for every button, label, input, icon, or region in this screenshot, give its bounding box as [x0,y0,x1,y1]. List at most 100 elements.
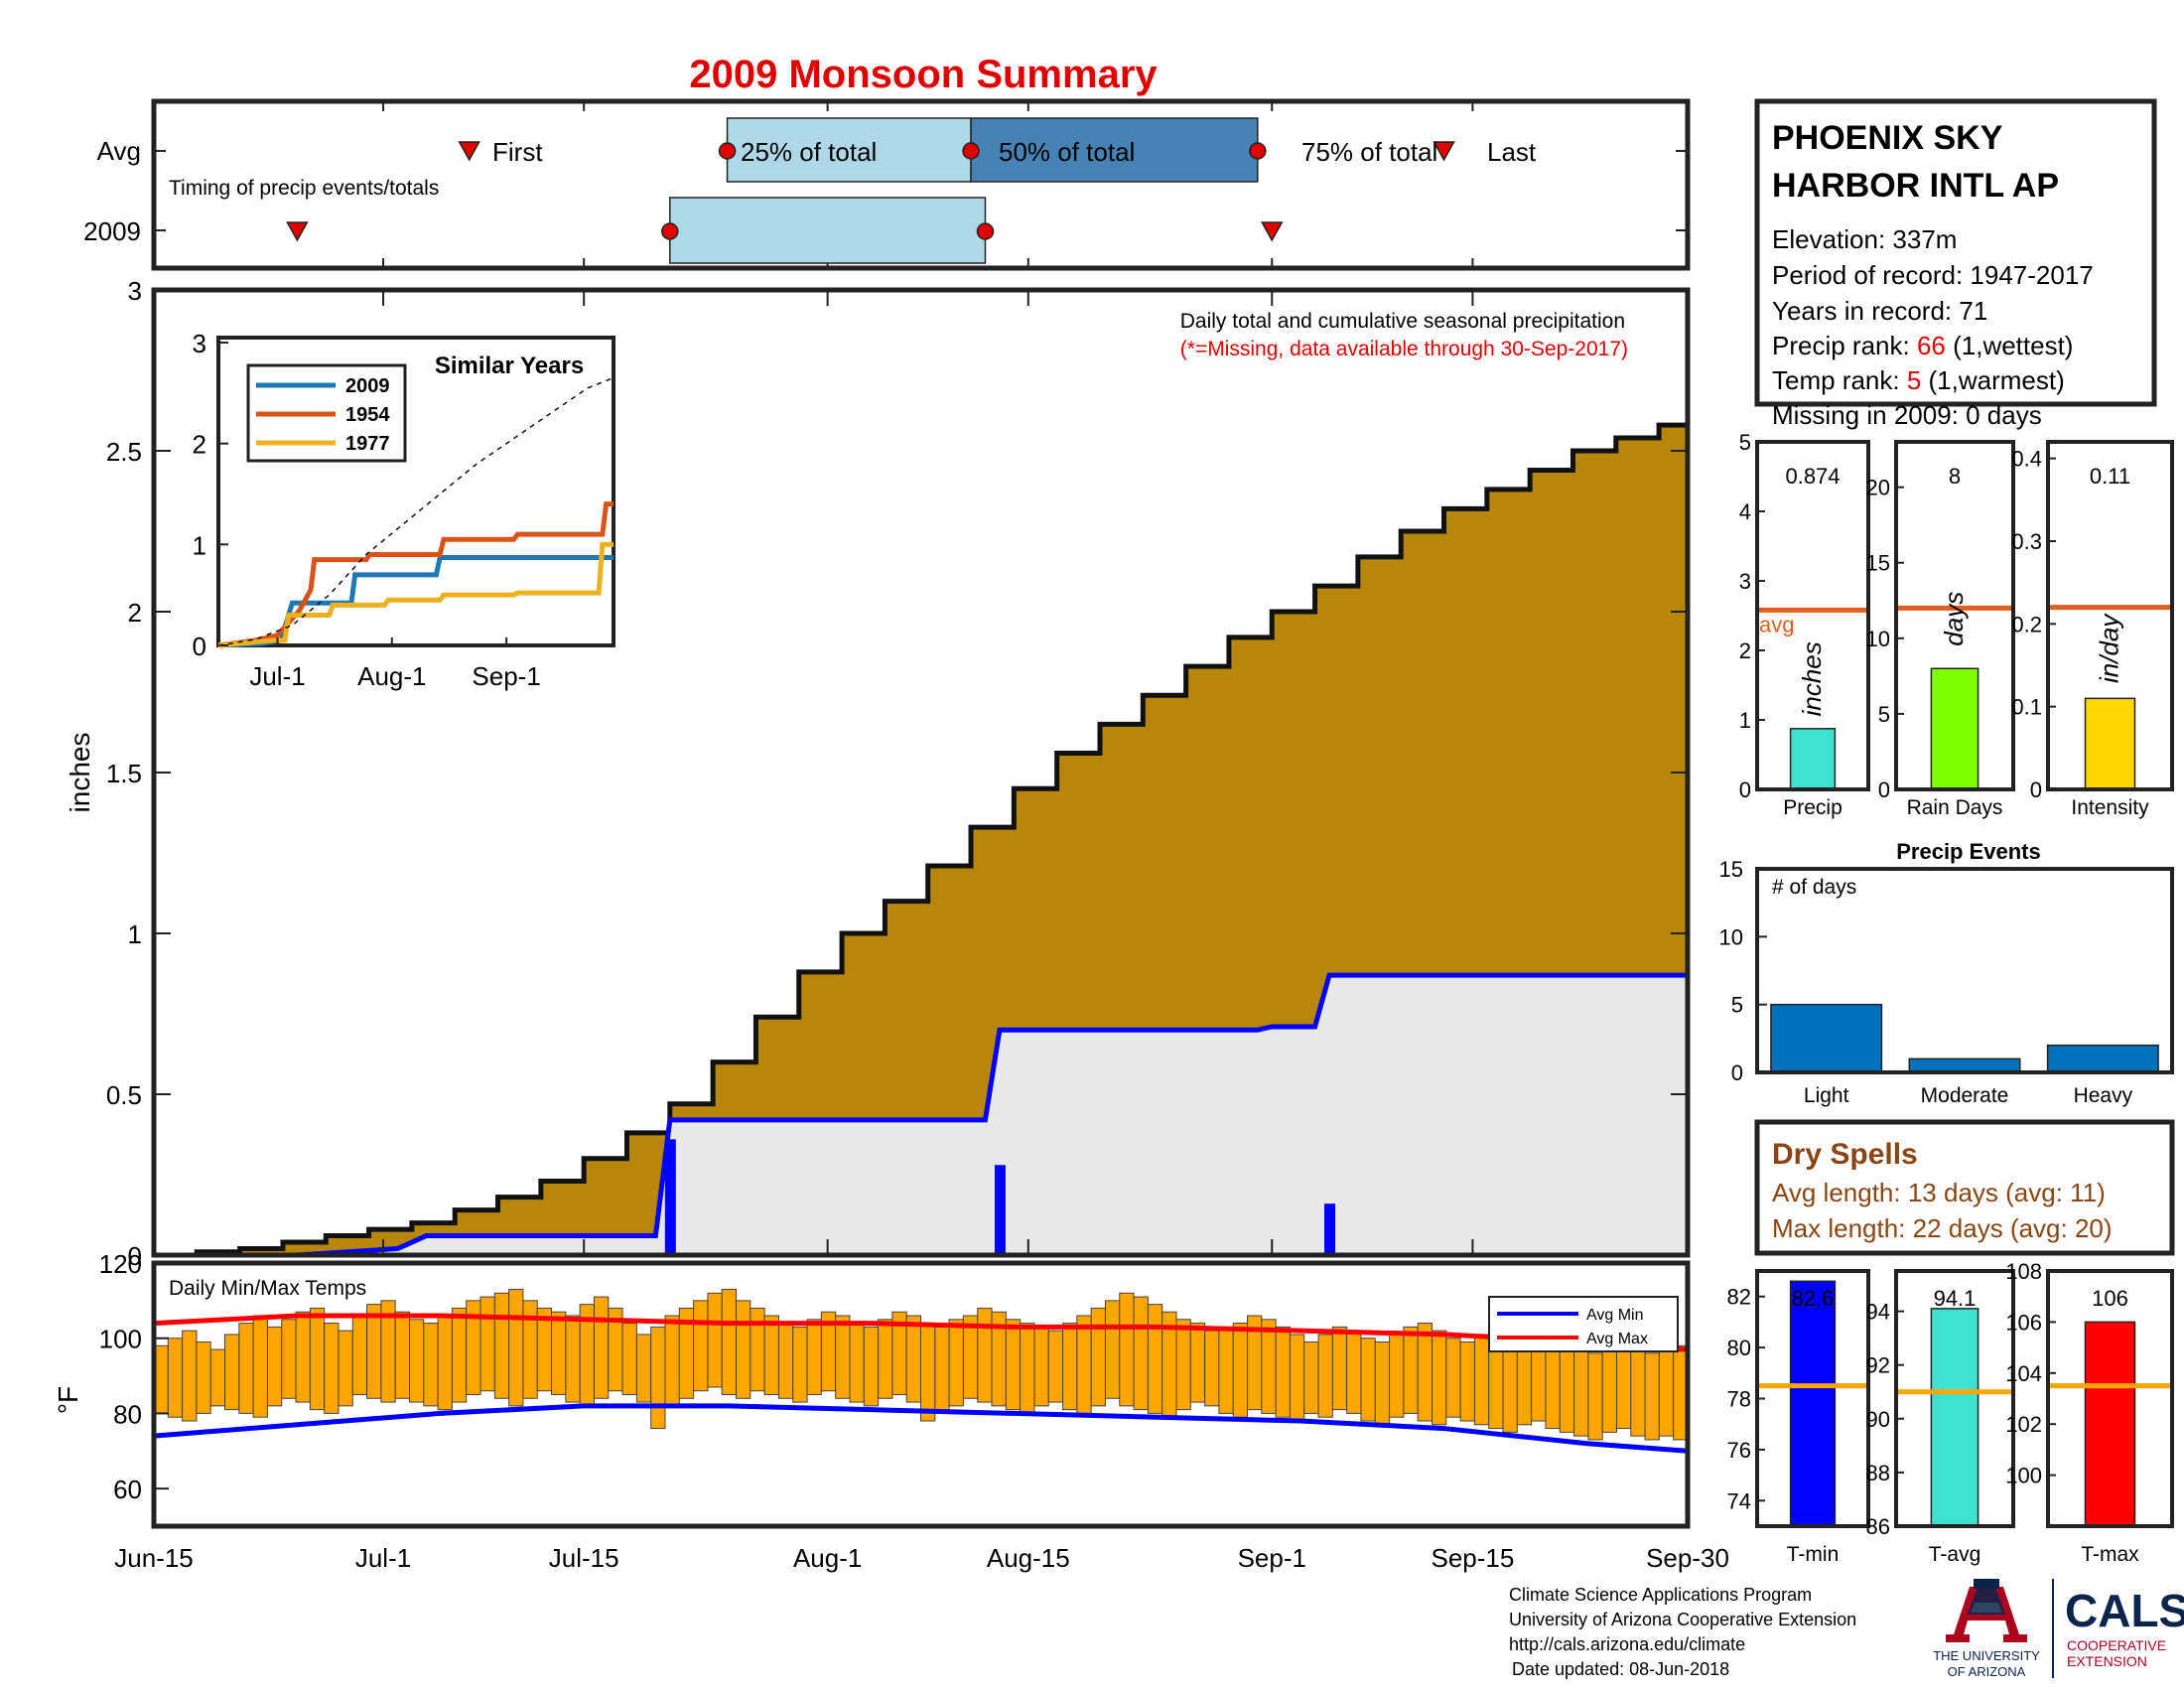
daily-temp-bar [1403,1326,1419,1414]
temp-stat-ytick-label: 80 [1727,1336,1751,1360]
temp-stat-ytick-label: 90 [1866,1407,1890,1432]
stat-label-2: Intensity [2071,796,2149,819]
daily-temp-bar [351,1315,368,1395]
temp-stat-ytick-label: 108 [2005,1259,2042,1284]
daily-temp-bar [1047,1330,1064,1403]
daily-temp-bar [1615,1341,1632,1430]
footer-credits: Climate Science Applications Program Uni… [1509,1585,1856,1679]
current-last-marker [1260,221,1284,242]
daily-temp-bar [522,1300,538,1399]
p25-label: 25% of total [741,137,877,167]
daily-temp-bar [1658,1348,1675,1437]
temp-stat-value-1: 94.1 [1934,1286,1977,1311]
daily-temp-bar [1587,1352,1603,1441]
daily-temp-bar [1090,1307,1106,1407]
temperature-stat-bars: 74 76 78 80 82 82.6 T-min 86 88 90 92 94 94.1 T-avg 10… [1727,1259,2174,1566]
avg-min-temp-line [153,1403,1689,1454]
ua-a-icon [1946,1579,2027,1642]
stat-ytick-label: 15 [1866,551,1890,576]
daily-temp-bar [750,1307,765,1392]
stat-ytick-label: 3 [1739,569,1751,594]
temp-stat-ytick-label: 78 [1727,1387,1751,1412]
stat-label-0: Precip [1783,796,1843,819]
inset-xtick-label: Aug-1 [357,661,426,691]
temp-ytick-label: 120 [99,1249,142,1279]
daily-temp-bar [437,1315,453,1411]
daily-temp-bar [1303,1341,1319,1414]
daily-temp-bar [763,1315,779,1395]
daily-temp-bar [394,1311,411,1399]
temp-stat-ytick-label: 94 [1866,1300,1890,1325]
temp-stat-label-0: T-min [1787,1543,1840,1566]
main-ytick-label: 2.5 [106,437,142,467]
events-ytick-label: 15 [1719,857,1743,882]
main-ylabel: inches [65,733,95,813]
daily-temp-bar [1076,1315,1092,1414]
daily-temp-bar [451,1307,468,1403]
temp-stat-frame [1755,1269,1870,1528]
main-precip-panel: 0 0.5 1 1.5 2 2.5 3 inches Daily total and cum… [65,276,1691,1271]
daily-temp-bar [1189,1323,1206,1403]
temp-ylabel: °F [53,1386,83,1414]
event-bar-heavy [2046,1044,2159,1073]
daily-temp-bar [1275,1326,1291,1418]
daily-temp-bar [409,1319,425,1403]
daily-precip-bar [994,1165,1006,1255]
daily-temp-bar [309,1307,326,1411]
footer-line4: Date updated: 08-Jun-2018 [1512,1659,1729,1679]
event-bar-light [1770,1003,1883,1073]
daily-temp-bar [792,1326,808,1403]
station-years: Years in record: 71 [1772,296,1987,326]
daily-temp-bar [1218,1326,1234,1414]
stat-ytick-label: 10 [1866,627,1890,651]
stat-label-1: Rain Days [1907,796,2003,819]
dry-spells-title: Dry Spells [1772,1138,1918,1171]
dry-spells-avg: Avg length: 13 days (avg: 11) [1772,1178,2106,1207]
temp-legend: Avg Min Avg Max [1488,1296,1679,1352]
stat-bar-0 [1789,728,1837,790]
stat-panel-frame [1894,440,2015,791]
date-tick-label: Aug-1 [793,1543,862,1573]
daily-temp-bar [635,1334,652,1403]
temp-stat-ytick-label: 100 [2005,1464,2042,1488]
main-ytick-label: 3 [128,276,142,306]
date-tick-label: Sep-1 [1238,1543,1306,1573]
ua-line2: OF ARIZONA [1948,1664,2026,1679]
temp-stat-ytick-label: 102 [2005,1412,2042,1437]
daily-temp-bar [1432,1330,1447,1426]
precip-events-panel: Precip Events Light Moderate Heavy 0 5 10 15 #… [1719,839,2174,1107]
events-ytick-label: 5 [1731,993,1743,1018]
daily-temp-bar [707,1292,723,1388]
inset-average-line [217,376,614,646]
daily-temp-bar [1531,1341,1547,1422]
daily-temp-bar [1360,1338,1376,1422]
daily-temp-bar [1104,1300,1121,1399]
inset-series-1977 [217,541,614,648]
stat-value-2: 0.11 [2090,464,2130,489]
stat-bar-1 [1930,667,1979,790]
temp-stat-ytick-label: 104 [2005,1361,2042,1386]
inset-ytick-label: 1 [193,530,206,560]
timing-row-label-2009: 2009 [83,216,141,246]
avg-first-marker [458,141,480,162]
stat-bar-2 [2084,697,2136,790]
main-missing-note: (*=Missing, data available through 30-Se… [1180,338,1628,360]
inset-legend: 2009 1954 1977 [246,363,407,463]
date-tick-label: Jul-15 [549,1543,619,1573]
daily-temp-bar [920,1323,936,1422]
stat-ytick-label: 0 [1739,777,1751,802]
timing-note: Timing of precip events/totals [169,177,439,200]
temp-ytick-label: 60 [113,1475,142,1504]
ua-logo: THE UNIVERSITY OF ARIZONA [1933,1579,2040,1679]
daily-precip-bar [1324,1203,1336,1255]
stat-ytick-label: 0.1 [2011,695,2042,720]
daily-temp-bar [1133,1296,1149,1411]
daily-temp-bar [693,1300,709,1392]
temp-stat-bar-1 [1930,1308,1979,1527]
p50-label: 50% of total [999,137,1135,167]
station-name-line1: PHOENIX SKY [1772,119,2003,157]
daily-temp-bar [1417,1323,1433,1422]
inset-xtick-label: Sep-1 [472,661,540,691]
temp-stat-ytick-label: 76 [1727,1438,1751,1463]
daily-temp-bar [1119,1292,1135,1407]
